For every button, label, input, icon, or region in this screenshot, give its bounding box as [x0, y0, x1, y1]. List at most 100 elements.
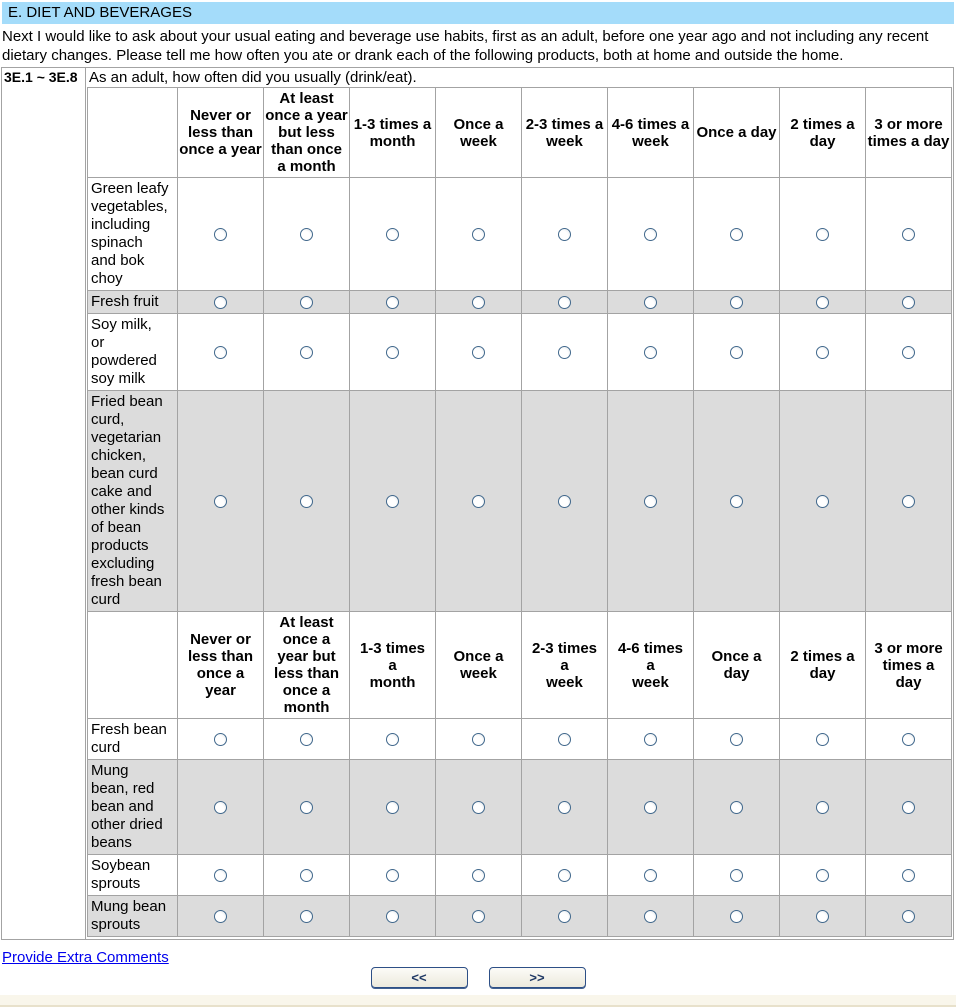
- radio-button[interactable]: [730, 869, 743, 883]
- radio-cell: [177, 177, 264, 291]
- radio-cell: [263, 390, 350, 612]
- radio-cell: [693, 177, 780, 291]
- radio-button[interactable]: [558, 346, 571, 360]
- prev-button[interactable]: <<: [370, 967, 468, 988]
- radio-button[interactable]: [644, 346, 657, 360]
- radio-cell: [177, 313, 264, 391]
- radio-button[interactable]: [386, 495, 399, 509]
- radio-button[interactable]: [300, 733, 313, 747]
- radio-button[interactable]: [730, 733, 743, 747]
- radio-cell: [263, 854, 350, 896]
- radio-button[interactable]: [644, 733, 657, 747]
- radio-button[interactable]: [816, 228, 829, 242]
- radio-cell: [865, 177, 952, 291]
- extra-comments-link[interactable]: Provide Extra Comments: [2, 949, 169, 966]
- radio-cell: [263, 718, 350, 760]
- radio-button[interactable]: [214, 346, 227, 360]
- radio-cell: [521, 854, 608, 896]
- radio-button[interactable]: [472, 733, 485, 747]
- radio-button[interactable]: [300, 228, 313, 242]
- radio-cell: [607, 759, 694, 855]
- radio-button[interactable]: [644, 869, 657, 883]
- radio-button[interactable]: [644, 296, 657, 310]
- radio-button[interactable]: [558, 296, 571, 310]
- radio-button[interactable]: [902, 869, 915, 883]
- radio-button[interactable]: [902, 228, 915, 242]
- radio-button[interactable]: [300, 910, 313, 924]
- radio-button[interactable]: [386, 346, 399, 360]
- radio-button[interactable]: [472, 910, 485, 924]
- radio-button[interactable]: [558, 801, 571, 815]
- radio-button[interactable]: [558, 733, 571, 747]
- frequency-header: 2 times a day: [779, 611, 866, 719]
- radio-button[interactable]: [730, 910, 743, 924]
- radio-button[interactable]: [386, 733, 399, 747]
- radio-button[interactable]: [816, 801, 829, 815]
- radio-cell: [349, 313, 436, 391]
- radio-button[interactable]: [472, 495, 485, 509]
- radio-button[interactable]: [300, 346, 313, 360]
- radio-button[interactable]: [902, 346, 915, 360]
- radio-button[interactable]: [558, 910, 571, 924]
- radio-cell: [435, 895, 522, 937]
- radio-button[interactable]: [214, 296, 227, 310]
- radio-button[interactable]: [558, 228, 571, 242]
- item-label: Fresh bean curd: [87, 718, 178, 760]
- radio-button[interactable]: [902, 910, 915, 924]
- radio-button[interactable]: [214, 869, 227, 883]
- radio-cell: [693, 313, 780, 391]
- header-corner-cell: [87, 611, 178, 719]
- radio-button[interactable]: [386, 910, 399, 924]
- radio-button[interactable]: [644, 228, 657, 242]
- radio-cell: [693, 290, 780, 314]
- radio-button[interactable]: [214, 801, 227, 815]
- radio-button[interactable]: [300, 296, 313, 310]
- radio-button[interactable]: [816, 495, 829, 509]
- radio-button[interactable]: [730, 228, 743, 242]
- radio-cell: [435, 390, 522, 612]
- radio-button[interactable]: [300, 801, 313, 815]
- radio-button[interactable]: [300, 869, 313, 883]
- radio-button[interactable]: [386, 228, 399, 242]
- radio-button[interactable]: [472, 296, 485, 310]
- radio-button[interactable]: [472, 869, 485, 883]
- radio-cell: [521, 759, 608, 855]
- table-row: Fried bean curd, vegetarian chicken, bea…: [87, 390, 952, 612]
- radio-button[interactable]: [214, 733, 227, 747]
- radio-button[interactable]: [644, 910, 657, 924]
- radio-button[interactable]: [902, 733, 915, 747]
- radio-cell: [779, 390, 866, 612]
- radio-button[interactable]: [816, 733, 829, 747]
- radio-button[interactable]: [816, 296, 829, 310]
- radio-cell: [693, 759, 780, 855]
- radio-button[interactable]: [300, 495, 313, 509]
- radio-button[interactable]: [386, 801, 399, 815]
- radio-button[interactable]: [472, 801, 485, 815]
- radio-button[interactable]: [816, 346, 829, 360]
- radio-button[interactable]: [558, 869, 571, 883]
- radio-button[interactable]: [902, 495, 915, 509]
- next-button[interactable]: >>: [488, 967, 586, 988]
- radio-button[interactable]: [644, 495, 657, 509]
- radio-button[interactable]: [214, 228, 227, 242]
- radio-button[interactable]: [472, 228, 485, 242]
- frequency-header: Once a week: [435, 87, 522, 178]
- radio-button[interactable]: [730, 296, 743, 310]
- radio-button[interactable]: [214, 910, 227, 924]
- radio-button[interactable]: [386, 296, 399, 310]
- radio-button[interactable]: [214, 495, 227, 509]
- table-row: Fresh fruit: [87, 290, 952, 314]
- radio-button[interactable]: [902, 296, 915, 310]
- radio-button[interactable]: [730, 801, 743, 815]
- radio-cell: [263, 895, 350, 937]
- radio-button[interactable]: [816, 910, 829, 924]
- frequency-header: 1-3 times a month: [349, 87, 436, 178]
- radio-button[interactable]: [730, 346, 743, 360]
- radio-button[interactable]: [816, 869, 829, 883]
- radio-button[interactable]: [902, 801, 915, 815]
- radio-button[interactable]: [472, 346, 485, 360]
- radio-button[interactable]: [644, 801, 657, 815]
- radio-button[interactable]: [730, 495, 743, 509]
- radio-button[interactable]: [386, 869, 399, 883]
- radio-button[interactable]: [558, 495, 571, 509]
